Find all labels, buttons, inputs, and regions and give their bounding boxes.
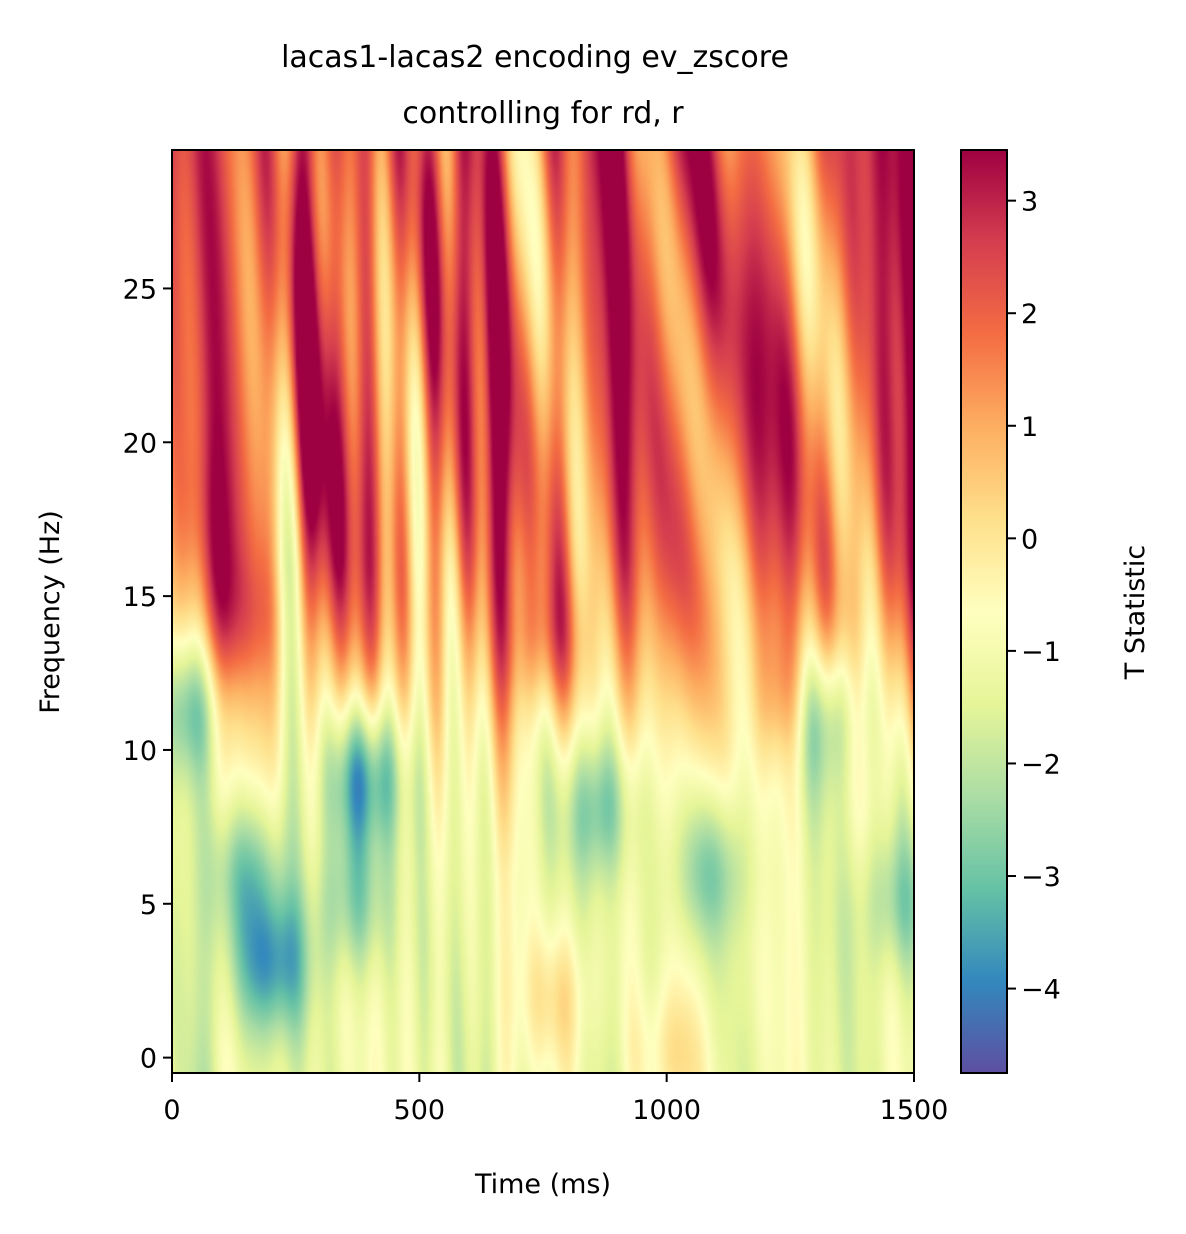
x-tick-label: 1500	[880, 1095, 949, 1126]
y-tick-label: 15	[123, 582, 157, 613]
colorbar-tick-label: 3	[1021, 187, 1038, 218]
colorbar-tick-label: −2	[1021, 749, 1061, 780]
colorbar: 3 2 1 0 −1 −2 −3 −4 T Statistic	[960, 149, 1151, 1074]
y-axis-label: Frequency (Hz)	[35, 510, 66, 714]
x-axis-label: Time (ms)	[474, 1169, 611, 1200]
colorbar-gradient	[961, 150, 1007, 1073]
x-tick-label: 500	[394, 1095, 446, 1126]
x-tick-label: 1000	[632, 1095, 701, 1126]
y-tick-label: 25	[123, 274, 157, 305]
colorbar-label: T Statistic	[1120, 545, 1151, 680]
y-tick-label: 20	[123, 428, 157, 459]
colorbar-tick-label: 0	[1021, 524, 1038, 555]
plot-area	[171, 149, 915, 1074]
y-axis: 0 5 10 15 20 25	[123, 274, 172, 1075]
colorbar-tick-label: −1	[1021, 637, 1061, 668]
plot-frame	[171, 149, 915, 1074]
colorbar-tick-label: 2	[1021, 299, 1038, 330]
y-tick-label: 0	[140, 1044, 157, 1075]
y-tick-label: 5	[140, 890, 157, 921]
colorbar-tick-label: −3	[1021, 862, 1061, 893]
colorbar-tick-label: 1	[1021, 412, 1038, 443]
colorbar-frame	[960, 149, 1008, 1074]
colorbar-tick-label: −4	[1021, 975, 1061, 1006]
y-tick-label: 10	[123, 736, 157, 767]
heatmap-image	[172, 150, 914, 1073]
chart-title: lacas1-lacas2 encoding ev_zscore	[281, 40, 789, 75]
colorbar-ticks: 3 2 1 0 −1 −2 −3 −4	[1007, 187, 1061, 1006]
chart-subtitle: controlling for rd, r	[402, 96, 684, 131]
x-tick-label: 0	[163, 1095, 180, 1126]
x-axis: 0 500 1000 1500	[163, 1073, 948, 1126]
